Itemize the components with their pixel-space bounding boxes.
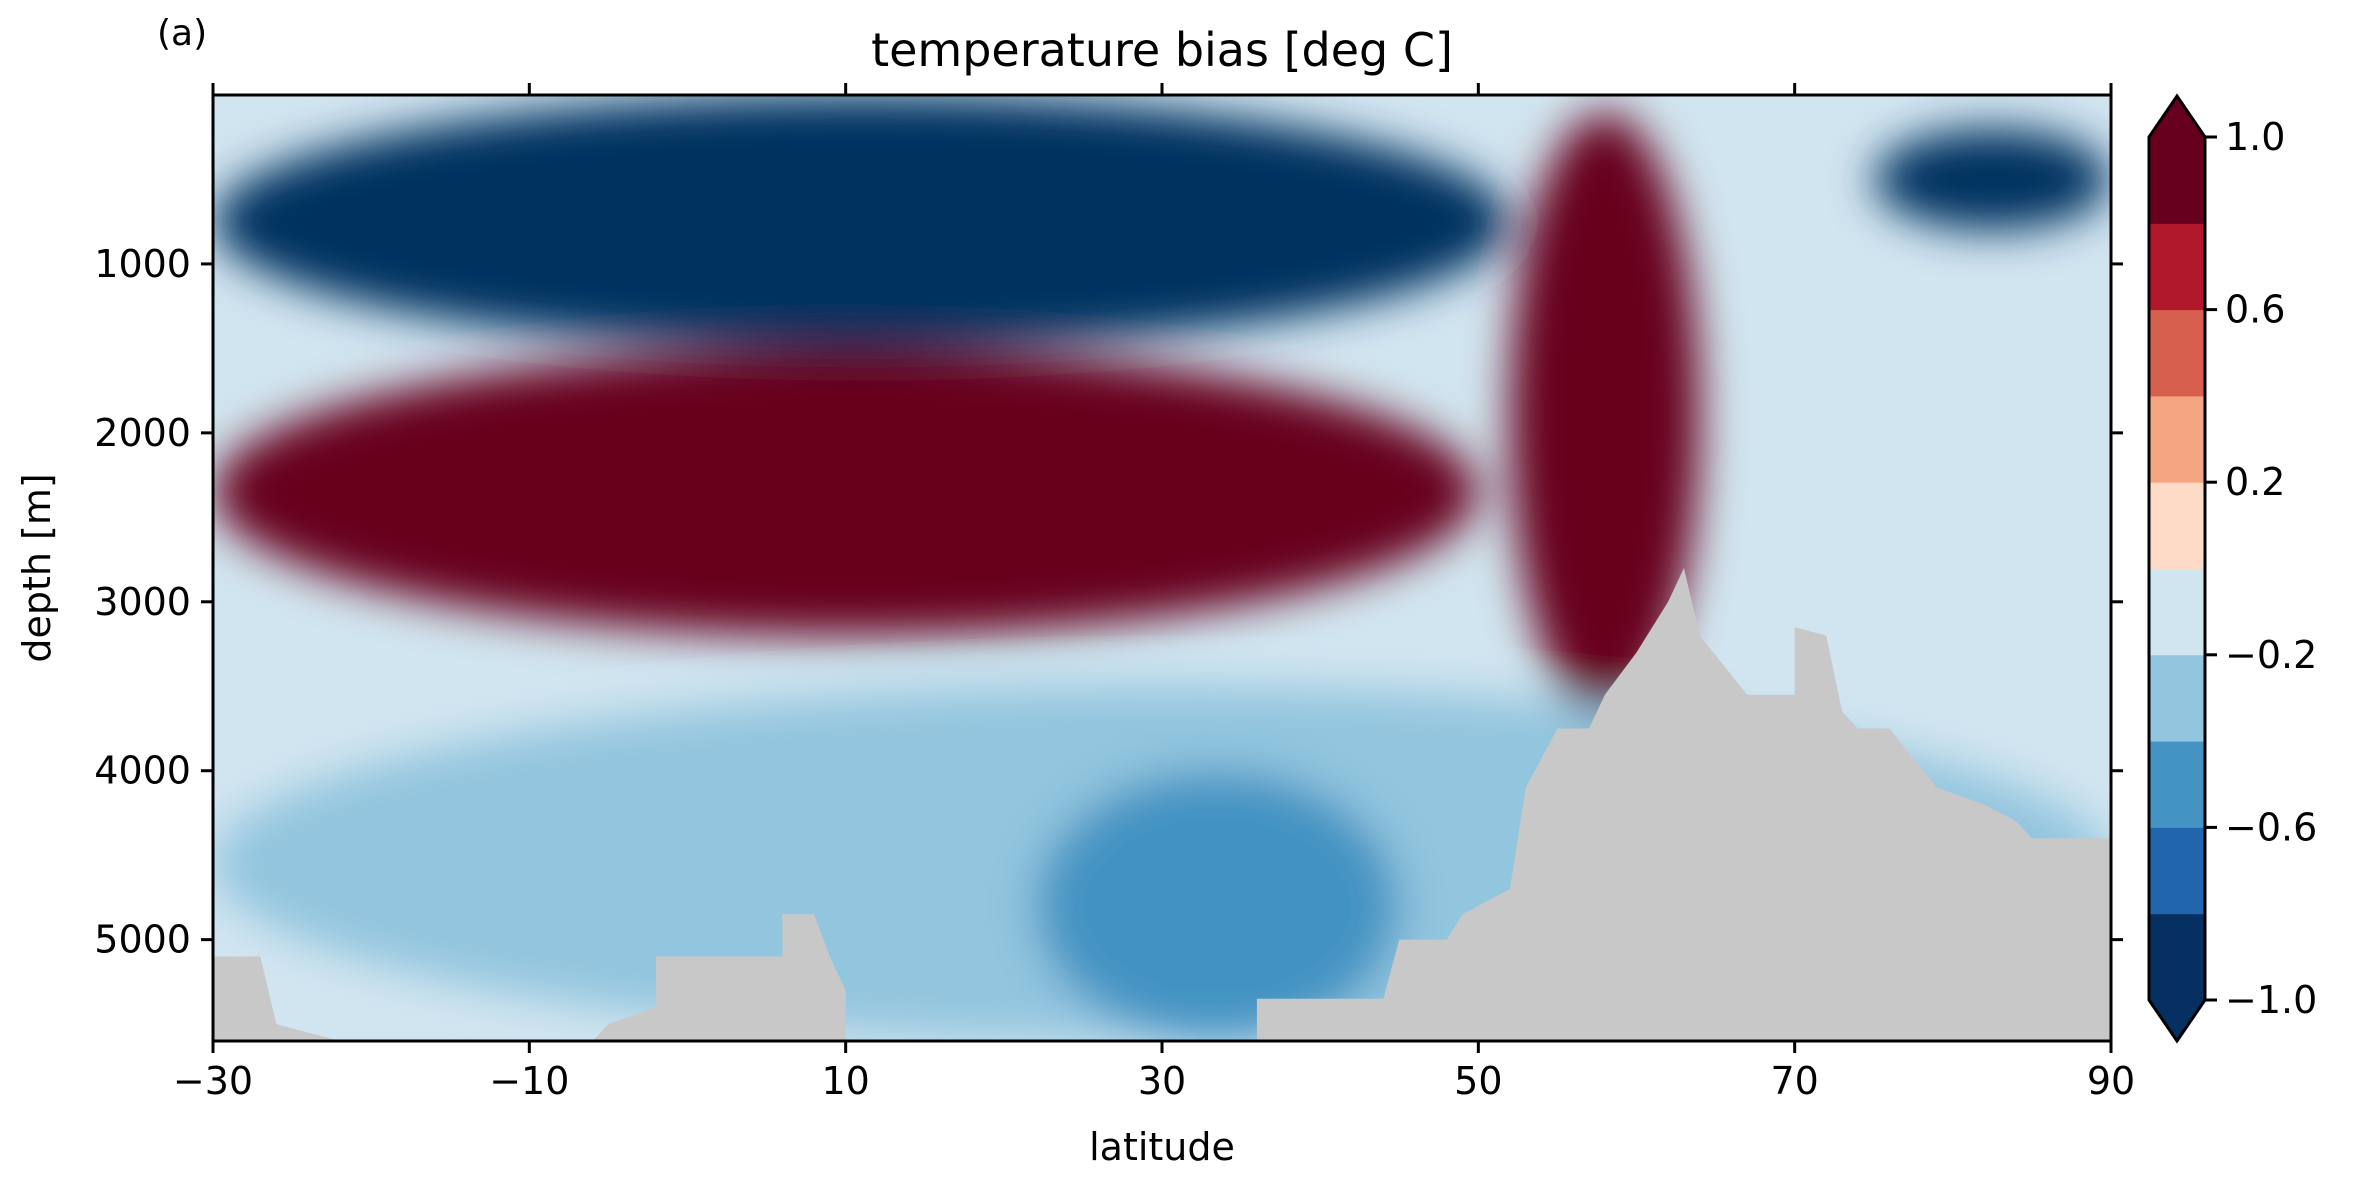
bias-region [213, 95, 1510, 349]
colorbar-tick-label: −1.0 [2225, 978, 2317, 1022]
y-tick-label: 3000 [94, 580, 191, 624]
colorbar-band [2149, 654, 2205, 742]
plot-area [213, 95, 2111, 1041]
bias-region [1509, 111, 1700, 721]
y-axis: 1000 2000 3000 4000 5000 [94, 242, 2123, 962]
x-tick-label: 70 [1770, 1059, 1818, 1103]
colorbar-tick-label: 1.0 [2225, 115, 2285, 159]
colorbar-extend-max [2149, 96, 2205, 137]
colorbar-band [2149, 395, 2205, 483]
colorbar-tick-label: 0.6 [2225, 288, 2285, 332]
seafloor-mask [213, 568, 2111, 1041]
colorbar-band [2149, 568, 2205, 656]
chart-title: temperature bias [deg C] [871, 23, 1453, 77]
y-axis-label: depth [m] [15, 473, 59, 662]
x-axis: −30 −10 10 30 50 70 90 [173, 83, 2135, 1103]
colorbar-band [2149, 741, 2205, 828]
colorbar-band [2149, 482, 2205, 569]
x-tick-label: 30 [1138, 1059, 1186, 1103]
colorbar-band [2149, 137, 2205, 224]
colorbar-band [2149, 309, 2205, 397]
y-tick-label: 2000 [94, 411, 191, 455]
bias-region [1035, 770, 1400, 1041]
panel-label: (a) [157, 13, 207, 54]
y-tick-label: 1000 [94, 242, 191, 286]
colorbar-tick-label: 0.2 [2225, 460, 2285, 504]
y-tick-label: 4000 [94, 749, 191, 793]
x-tick-label: 10 [821, 1059, 869, 1103]
bias-region [213, 348, 1479, 636]
x-tick-label: 90 [2087, 1059, 2135, 1103]
colorbar: −1.0 −0.6 −0.2 0.2 0.6 1.0 [2147, 93, 2317, 1044]
colorbar-band [2149, 827, 2205, 915]
x-tick-label: −10 [489, 1059, 569, 1103]
colorbar-tick-label: −0.6 [2225, 805, 2317, 849]
x-tick-label: −30 [173, 1059, 253, 1103]
colorbar-band [2149, 913, 2205, 1001]
colorbar-extend-min [2149, 1000, 2205, 1041]
x-tick-label: 50 [1454, 1059, 1502, 1103]
bias-region [1873, 128, 2111, 231]
colorbar-tick-label: −0.2 [2225, 633, 2317, 677]
y-tick-label: 5000 [94, 918, 191, 962]
colorbar-band [2149, 223, 2205, 311]
x-axis-label: latitude [1089, 1125, 1235, 1169]
